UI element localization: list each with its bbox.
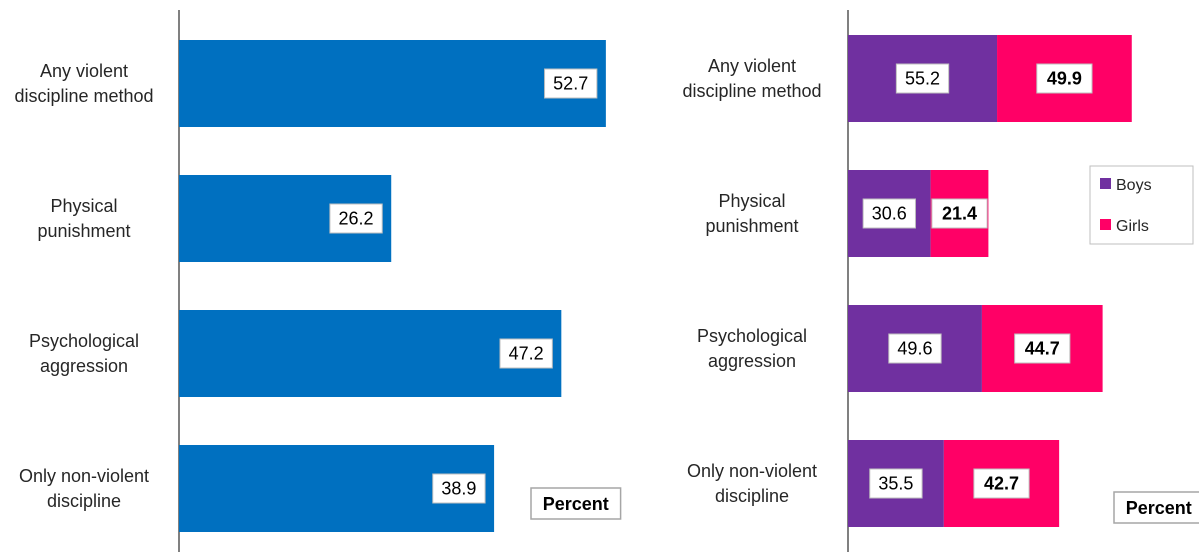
girls-value-label-0: 49.9 [1047,69,1082,89]
legend-swatch-boys [1100,178,1111,189]
left-unit-label: Percent [543,494,609,514]
boys-value-label-2-box [888,333,942,364]
right-category-label-1: Physical punishment [705,191,798,236]
girls-value-label-1: 21.4 [942,204,977,224]
total-value-label-1: 26.2 [339,209,374,229]
total-value-label-3: 38.9 [441,479,476,499]
girls-value-label-2: 44.7 [1025,339,1060,359]
legend-swatch-girls [1100,219,1111,230]
boys-value-label-2: 49.6 [897,339,932,359]
boys-value-label-0: 55.2 [905,69,940,89]
right-unit-label: Percent [1126,498,1192,518]
total-value-label-3-box [432,473,486,504]
total-value-label-2: 47.2 [509,344,544,364]
total-value-label-2-box [499,338,553,369]
chart-by-sex: 55.2 49.9 Any violent discipline method 30.6… [682,10,1199,552]
total-bar-2 [179,310,562,397]
boys-value-label-1: 30.6 [872,204,907,224]
left-category-label-0: Any violent discipline method [14,61,153,106]
right-unit-label-box [1113,491,1199,524]
boys-value-label-3-box [869,468,923,499]
girls-value-label-3-box [973,468,1030,499]
girls-value-label-2-box [1014,333,1071,364]
total-value-label-0: 52.7 [553,74,588,94]
girls-value-label-0-box [1036,63,1093,94]
legend: Boys Girls [1089,165,1194,245]
girls-value-label-1-box [931,198,988,229]
right-category-label-0: Any violent discipline method [682,56,821,101]
total-value-label-0-box [544,68,598,99]
boys-value-label-1-box [862,198,916,229]
boys-value-label-3: 35.5 [878,474,913,494]
chart-total: 52.7 Any violent discipline method 26.2 Phys… [14,10,622,552]
total-bar-0 [179,40,606,127]
left-unit-label-box [530,487,622,520]
left-category-label-2: Psychological aggression [29,331,139,376]
girls-value-label-3: 42.7 [984,474,1019,494]
left-category-label-3: Only non-violent discipline [19,466,149,511]
right-category-label-2: Psychological aggression [697,326,807,371]
right-category-label-3: Only non-violent discipline [687,461,817,506]
boys-value-label-0-box [895,63,950,94]
legend-label-boys: Boys [1116,177,1152,194]
total-value-label-1-box [329,203,383,234]
legend-label-girls: Girls [1116,218,1149,235]
left-category-label-1: Physical punishment [37,196,130,241]
